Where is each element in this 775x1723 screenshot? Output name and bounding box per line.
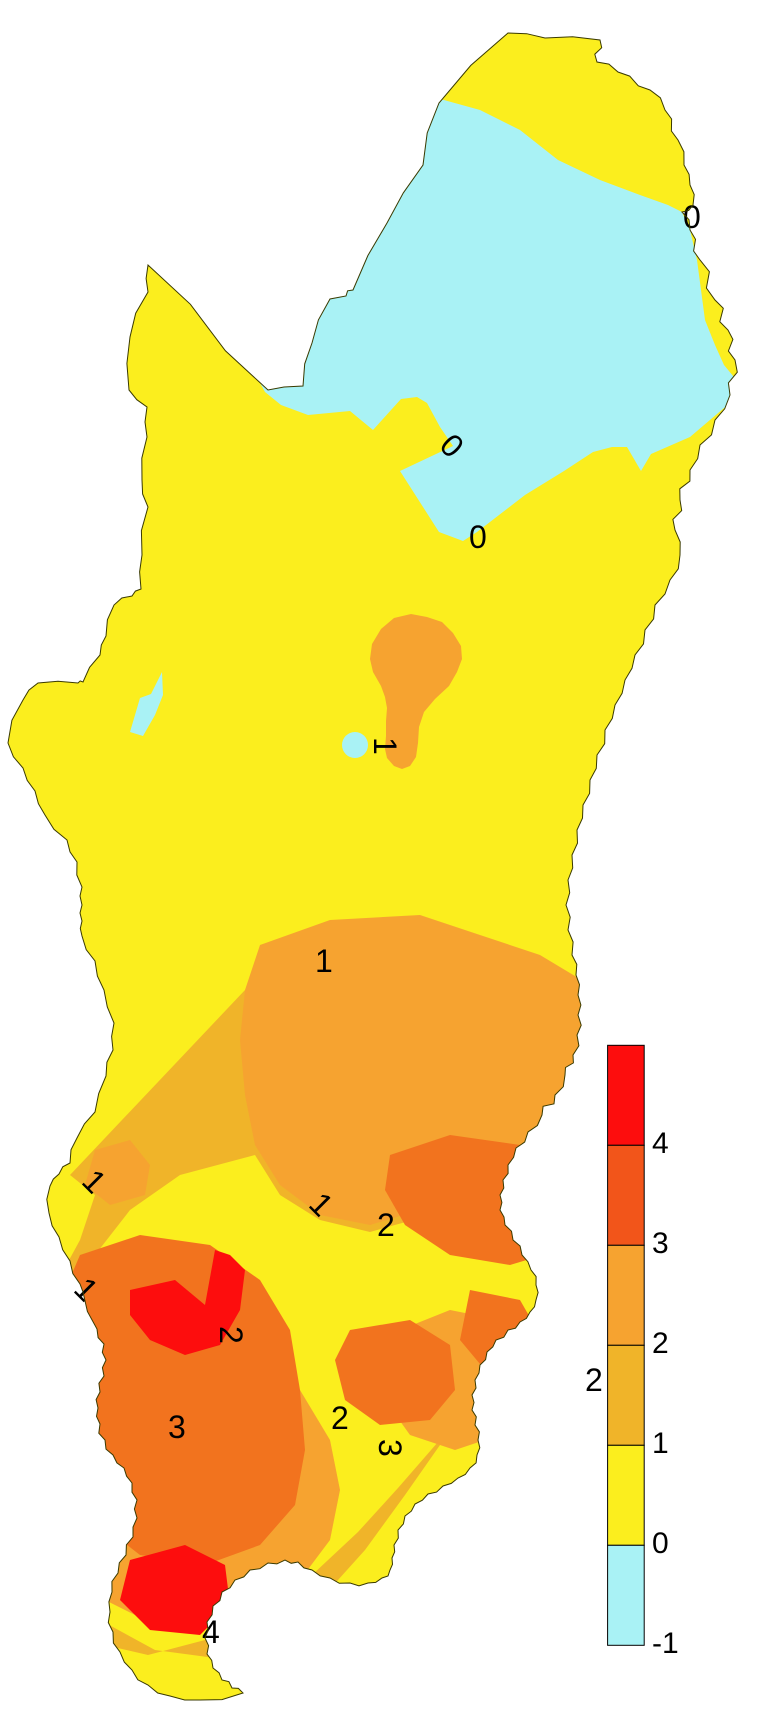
svg-text:2: 2 (377, 1207, 395, 1243)
svg-text:2: 2 (213, 1326, 249, 1344)
svg-text:0: 0 (652, 1527, 669, 1560)
svg-text:3: 3 (168, 1409, 186, 1445)
svg-text:3: 3 (652, 1227, 669, 1260)
svg-text:1: 1 (652, 1427, 669, 1460)
svg-text:2: 2 (652, 1327, 669, 1360)
svg-text:2: 2 (585, 1362, 603, 1398)
svg-text:3: 3 (372, 1439, 408, 1457)
svg-text:4: 4 (202, 1614, 220, 1650)
svg-text:2: 2 (331, 1400, 349, 1436)
svg-text:4: 4 (652, 1127, 669, 1160)
svg-text:-1: -1 (652, 1627, 679, 1660)
svg-text:0: 0 (469, 519, 487, 555)
svg-text:1: 1 (367, 737, 403, 755)
svg-text:1: 1 (315, 943, 333, 979)
svg-text:0: 0 (683, 199, 701, 235)
